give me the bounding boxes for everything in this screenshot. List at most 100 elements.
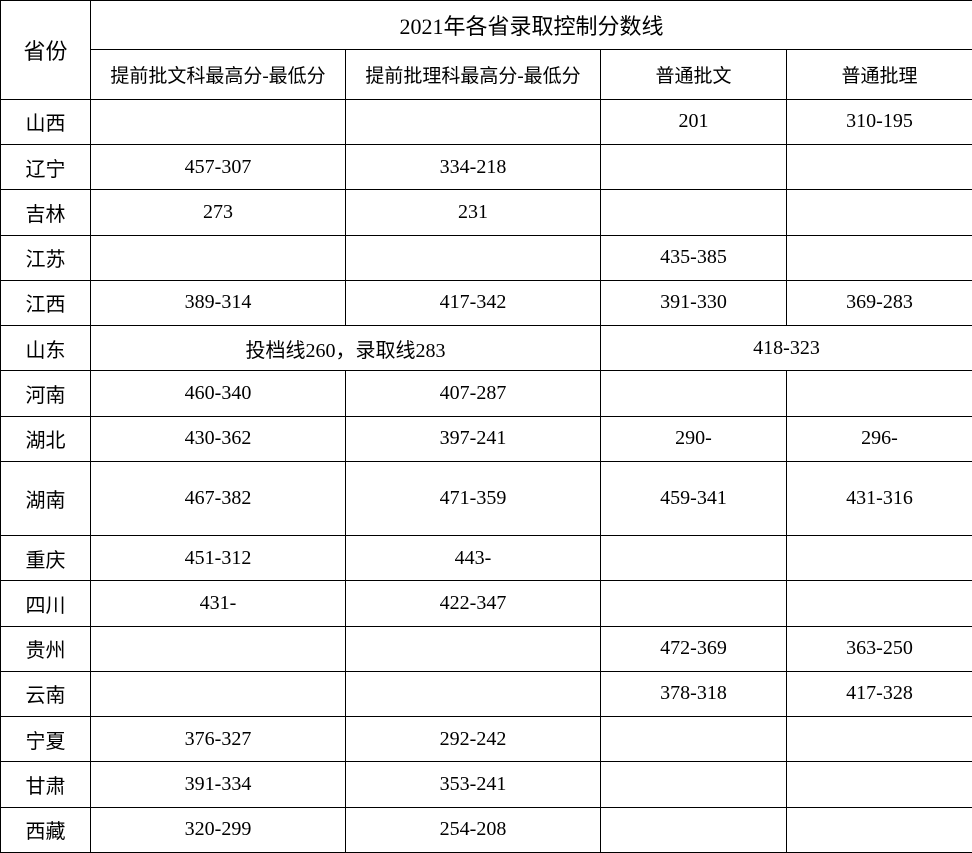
province-cell: 湖北	[1, 416, 91, 461]
table-row: 江西389-314417-342391-330369-283	[1, 280, 972, 325]
province-cell: 云南	[1, 671, 91, 716]
table-title: 2021年各省录取控制分数线	[91, 1, 972, 50]
data-cell-3	[601, 145, 787, 190]
province-cell: 河南	[1, 371, 91, 416]
merged-cell-right: 418-323	[601, 326, 972, 371]
data-cell-1: 467-382	[91, 461, 346, 535]
data-cell-2: 353-241	[346, 762, 601, 807]
table-row: 西藏320-299254-208	[1, 807, 972, 852]
province-cell: 西藏	[1, 807, 91, 852]
data-cell-3	[601, 762, 787, 807]
data-cell-1: 273	[91, 190, 346, 235]
table-row: 吉林273231	[1, 190, 972, 235]
data-cell-2: 231	[346, 190, 601, 235]
data-cell-4: 363-250	[787, 626, 972, 671]
data-cell-1: 391-334	[91, 762, 346, 807]
data-cell-2	[346, 671, 601, 716]
table-row: 重庆451-312443-	[1, 535, 972, 580]
province-cell: 湖南	[1, 461, 91, 535]
data-cell-4	[787, 190, 972, 235]
data-cell-3	[601, 717, 787, 762]
table-row: 贵州 472-369363-250	[1, 626, 972, 671]
data-cell-3: 201	[601, 99, 787, 144]
header-row: 提前批文科最高分-最低分 提前批理科最高分-最低分 普通批文 普通批理	[1, 50, 972, 99]
province-cell: 山东	[1, 326, 91, 371]
data-cell-1: 457-307	[91, 145, 346, 190]
data-cell-2	[346, 99, 601, 144]
province-cell: 重庆	[1, 535, 91, 580]
data-cell-3: 391-330	[601, 280, 787, 325]
data-cell-3	[601, 371, 787, 416]
data-cell-1	[91, 99, 346, 144]
data-cell-4	[787, 717, 972, 762]
data-cell-1: 389-314	[91, 280, 346, 325]
table-row: 江苏435-385	[1, 235, 972, 280]
data-cell-2: 334-218	[346, 145, 601, 190]
table-row: 湖北430-362397-241290-296-	[1, 416, 972, 461]
data-cell-4	[787, 535, 972, 580]
data-cell-2	[346, 626, 601, 671]
data-cell-4	[787, 235, 972, 280]
province-cell: 山西	[1, 99, 91, 144]
data-cell-4: 296-	[787, 416, 972, 461]
data-cell-3: 378-318	[601, 671, 787, 716]
province-cell: 江西	[1, 280, 91, 325]
data-cell-1	[91, 235, 346, 280]
table-row: 四川431-422-347	[1, 581, 972, 626]
data-cell-4: 369-283	[787, 280, 972, 325]
data-cell-3: 459-341	[601, 461, 787, 535]
data-cell-2: 397-241	[346, 416, 601, 461]
data-cell-2: 422-347	[346, 581, 601, 626]
data-cell-4	[787, 762, 972, 807]
table-row: 山西 201310-195	[1, 99, 972, 144]
data-cell-3	[601, 581, 787, 626]
data-cell-2	[346, 235, 601, 280]
province-cell: 辽宁	[1, 145, 91, 190]
province-header: 省份	[1, 1, 91, 100]
data-cell-3	[601, 535, 787, 580]
data-cell-3	[601, 807, 787, 852]
data-cell-1: 460-340	[91, 371, 346, 416]
col-header-4: 普通批理	[787, 50, 972, 99]
data-cell-4	[787, 371, 972, 416]
province-cell: 江苏	[1, 235, 91, 280]
data-cell-4	[787, 581, 972, 626]
data-cell-2: 443-	[346, 535, 601, 580]
col-header-2: 提前批理科最高分-最低分	[346, 50, 601, 99]
data-cell-2: 471-359	[346, 461, 601, 535]
province-cell: 甘肃	[1, 762, 91, 807]
data-cell-1: 430-362	[91, 416, 346, 461]
data-cell-1: 376-327	[91, 717, 346, 762]
data-cell-4: 417-328	[787, 671, 972, 716]
province-cell: 宁夏	[1, 717, 91, 762]
data-cell-2: 417-342	[346, 280, 601, 325]
data-cell-3: 472-369	[601, 626, 787, 671]
table-row: 湖南467-382471-359459-341431-316	[1, 461, 972, 535]
table-row: 甘肃391-334353-241	[1, 762, 972, 807]
data-cell-1: 320-299	[91, 807, 346, 852]
col-header-3: 普通批文	[601, 50, 787, 99]
data-cell-3	[601, 190, 787, 235]
score-table: 省份 2021年各省录取控制分数线 提前批文科最高分-最低分 提前批理科最高分-…	[0, 0, 972, 853]
data-cell-1	[91, 671, 346, 716]
data-cell-2: 407-287	[346, 371, 601, 416]
data-cell-4: 431-316	[787, 461, 972, 535]
data-cell-4	[787, 145, 972, 190]
data-cell-2: 254-208	[346, 807, 601, 852]
table-row: 云南 378-318417-328	[1, 671, 972, 716]
data-cell-1: 431-	[91, 581, 346, 626]
data-cell-1	[91, 626, 346, 671]
data-cell-3: 290-	[601, 416, 787, 461]
data-cell-1: 451-312	[91, 535, 346, 580]
table-row: 河南460-340407-287	[1, 371, 972, 416]
title-row: 省份 2021年各省录取控制分数线	[1, 1, 972, 50]
col-header-1: 提前批文科最高分-最低分	[91, 50, 346, 99]
province-cell: 吉林	[1, 190, 91, 235]
table-row: 辽宁457-307334-218	[1, 145, 972, 190]
data-cell-4	[787, 807, 972, 852]
table-row: 山东投档线260，录取线283418-323	[1, 326, 972, 371]
table-row: 宁夏376-327292-242	[1, 717, 972, 762]
data-cell-4: 310-195	[787, 99, 972, 144]
data-cell-2: 292-242	[346, 717, 601, 762]
province-cell: 贵州	[1, 626, 91, 671]
